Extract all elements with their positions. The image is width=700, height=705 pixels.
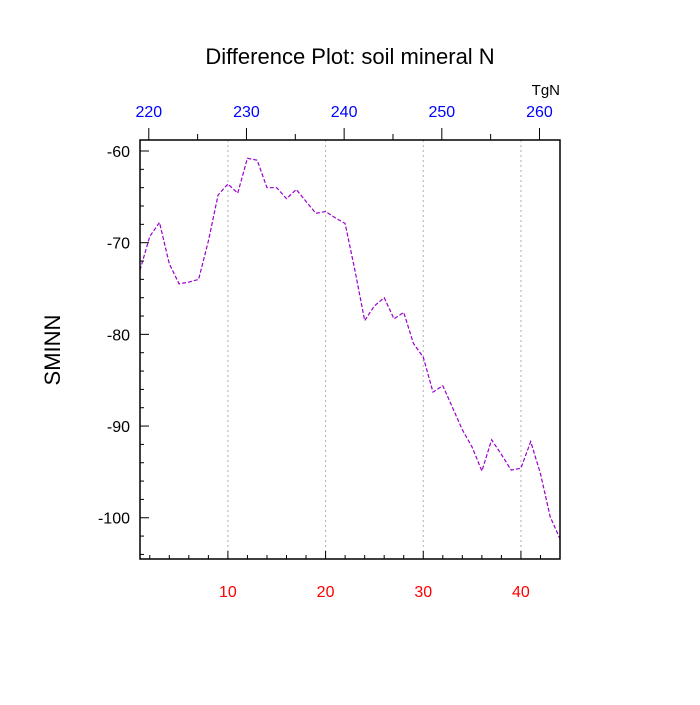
y-tick-label: -90	[107, 419, 130, 436]
x-bottom-tick-label: 20	[317, 584, 335, 601]
axes: 10 20 30 40 220 230 240 250 260 -60 -70 -80 -90 -100	[98, 104, 561, 601]
x-bottom-tick-label: 30	[414, 584, 432, 601]
y-tick-label: -100	[98, 511, 130, 528]
series-layer	[139, 157, 561, 540]
x-top-tick-label: 250	[428, 104, 455, 121]
top-axis-unit: TgN	[532, 82, 560, 99]
x-top-tick-label: 240	[331, 104, 358, 121]
x-bottom-tick-label: 10	[219, 584, 237, 601]
x-top-tick-label: 230	[233, 104, 260, 121]
series-line	[139, 157, 561, 540]
x-bottom-tick-label: 40	[512, 584, 530, 601]
y-tick-label: -70	[107, 236, 130, 253]
plot-frame	[139, 139, 561, 560]
y-tick-label: -60	[107, 144, 130, 161]
x-top-tick-label: 220	[135, 104, 162, 121]
x-top-tick-label: 260	[526, 104, 553, 121]
y-tick-label: -80	[107, 327, 130, 344]
y-axis-label: SMINN	[40, 315, 65, 386]
grid-lines	[227, 140, 522, 559]
chart-title: Difference Plot: soil mineral N	[205, 44, 494, 69]
